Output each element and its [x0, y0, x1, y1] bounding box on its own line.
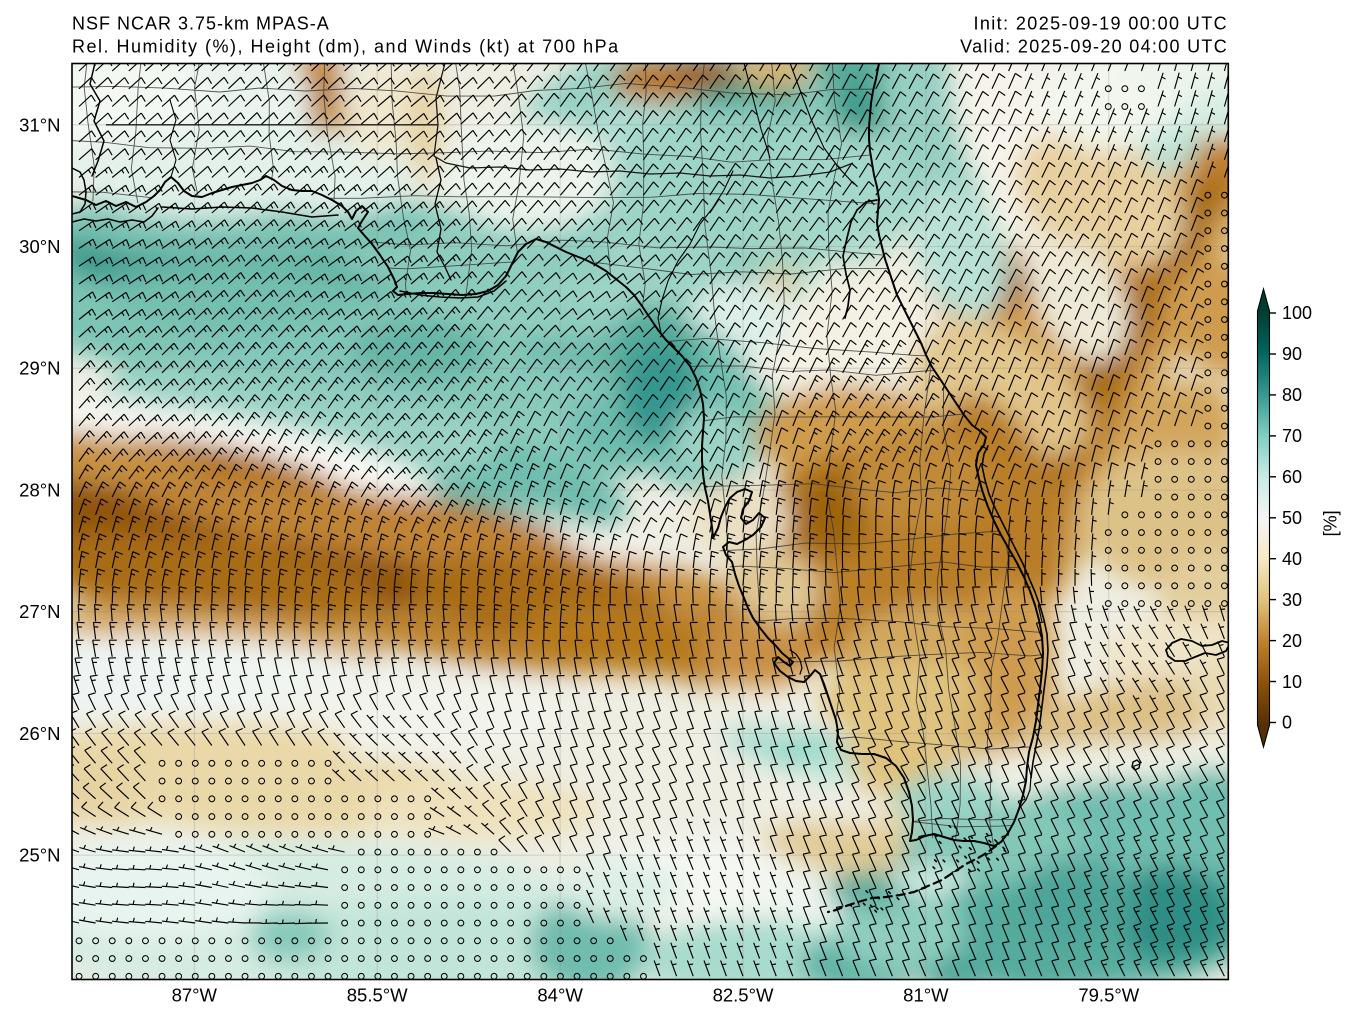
- svg-text:82.5°W: 82.5°W: [713, 985, 774, 1006]
- svg-text:90: 90: [1282, 344, 1302, 364]
- svg-text:60: 60: [1282, 467, 1302, 487]
- svg-text:[%]: [%]: [1321, 510, 1341, 536]
- svg-text:Init: 2025-09-19 00:00 UTC: Init: 2025-09-19 00:00 UTC: [973, 14, 1228, 34]
- svg-text:Valid: 2025-09-20 04:00 UTC: Valid: 2025-09-20 04:00 UTC: [960, 37, 1228, 57]
- svg-text:81°W: 81°W: [903, 985, 949, 1006]
- svg-text:20: 20: [1282, 631, 1302, 651]
- svg-text:70: 70: [1282, 426, 1302, 446]
- svg-text:25°N: 25°N: [19, 845, 60, 866]
- svg-text:31°N: 31°N: [19, 114, 60, 135]
- svg-text:84°W: 84°W: [537, 985, 583, 1006]
- svg-text:79.5°W: 79.5°W: [1078, 985, 1139, 1006]
- svg-text:40: 40: [1282, 549, 1302, 569]
- svg-text:26°N: 26°N: [19, 723, 60, 744]
- svg-text:30: 30: [1282, 590, 1302, 610]
- svg-text:87°W: 87°W: [172, 985, 218, 1006]
- svg-text:10: 10: [1282, 672, 1302, 692]
- svg-text:80: 80: [1282, 385, 1302, 405]
- svg-text:NSF NCAR 3.75-km MPAS-A: NSF NCAR 3.75-km MPAS-A: [72, 14, 330, 34]
- svg-text:100: 100: [1282, 303, 1312, 323]
- svg-text:50: 50: [1282, 508, 1302, 528]
- svg-text:85.5°W: 85.5°W: [347, 985, 408, 1006]
- svg-text:Rel. Humidity (%), Height (dm): Rel. Humidity (%), Height (dm), and Wind…: [72, 37, 620, 57]
- svg-text:29°N: 29°N: [19, 358, 60, 379]
- svg-text:27°N: 27°N: [19, 601, 60, 622]
- svg-text:0: 0: [1282, 713, 1292, 733]
- svg-text:30°N: 30°N: [19, 236, 60, 257]
- svg-text:28°N: 28°N: [19, 480, 60, 501]
